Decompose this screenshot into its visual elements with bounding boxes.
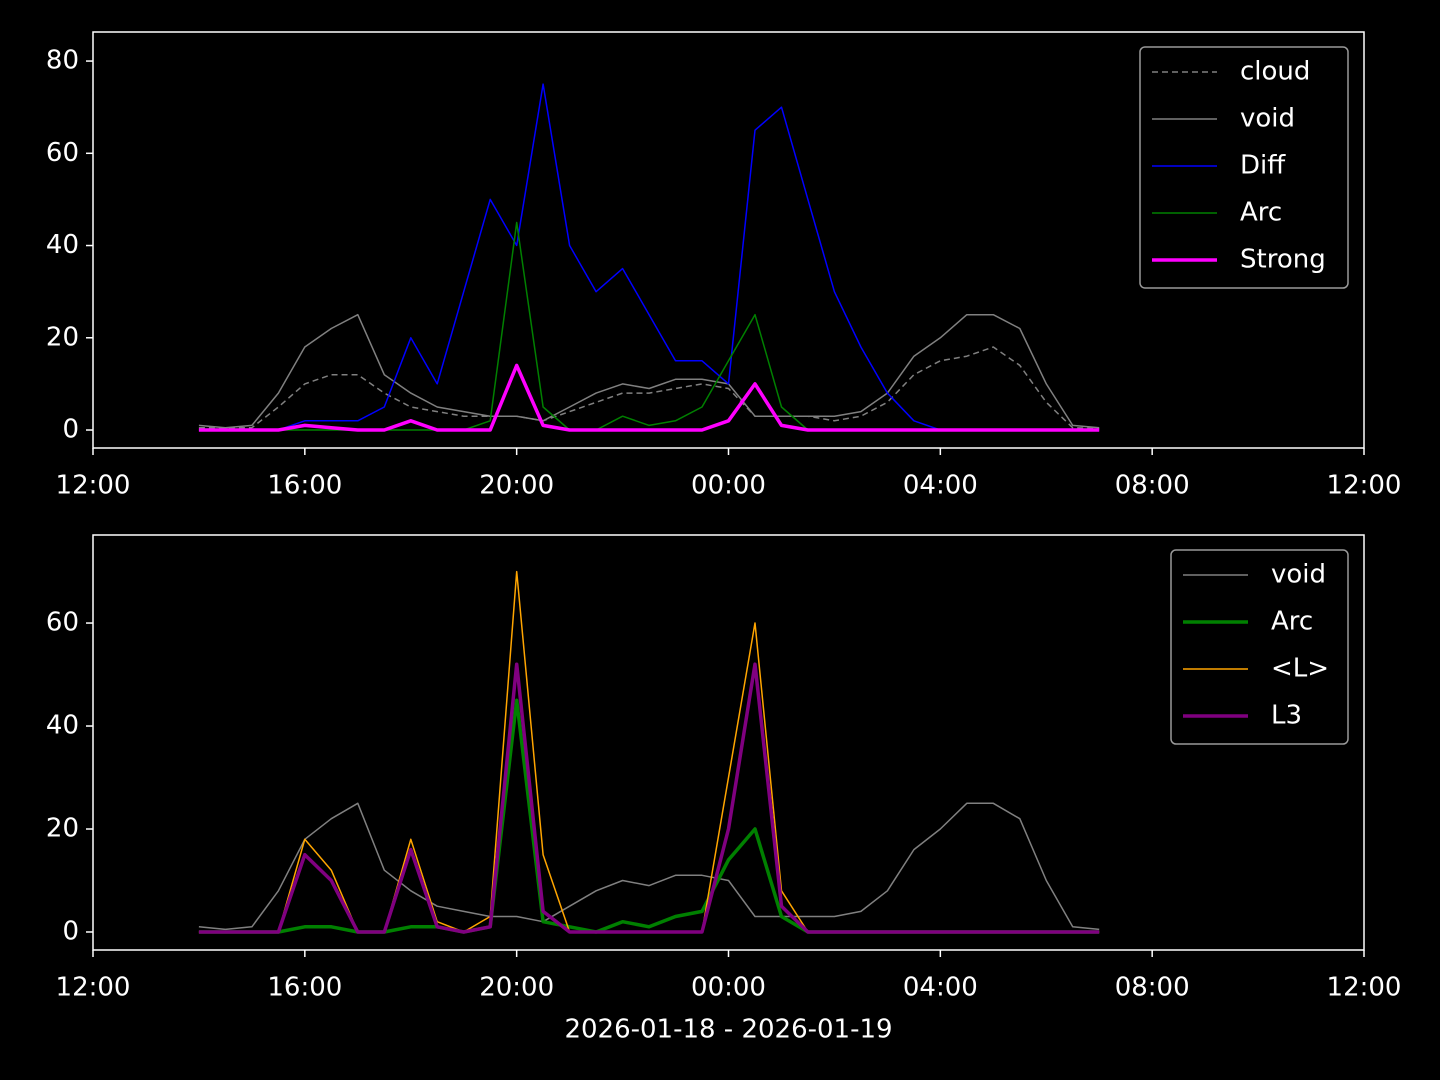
x-tick-label: 20:00 bbox=[479, 973, 554, 1003]
legend-label: <L> bbox=[1271, 654, 1329, 684]
legend-label: cloud bbox=[1240, 57, 1310, 87]
lines bbox=[198, 570, 1100, 934]
x-tick-label: 08:00 bbox=[1115, 973, 1190, 1003]
x-tick-label: 20:00 bbox=[479, 471, 554, 501]
axes-frame bbox=[92, 31, 1365, 449]
legend: cloud void Diff Arc Strong bbox=[1139, 46, 1349, 289]
y-tick-label: 0 bbox=[62, 916, 79, 946]
x-tick-label: 12:00 bbox=[56, 471, 131, 501]
x-tick-label: 12:00 bbox=[1327, 973, 1402, 1003]
series-line bbox=[198, 802, 1100, 931]
x-axis-label: 2026-01-18 - 2026-01-19 bbox=[564, 1015, 892, 1045]
series-line bbox=[198, 346, 1100, 430]
x-tick-label: 04:00 bbox=[903, 973, 978, 1003]
legend-label: void bbox=[1240, 104, 1295, 134]
legend: void Arc <L> L3 bbox=[1170, 549, 1349, 745]
series-line bbox=[198, 313, 1100, 429]
legend-frame bbox=[1139, 46, 1349, 289]
legend-label: Arc bbox=[1271, 607, 1313, 637]
legend-label: void bbox=[1271, 560, 1326, 590]
lines bbox=[198, 83, 1100, 432]
axes-frame bbox=[92, 534, 1365, 951]
x-tick-label: 16:00 bbox=[267, 471, 342, 501]
legend-label: L3 bbox=[1271, 701, 1302, 731]
legend-label: Arc bbox=[1240, 198, 1282, 228]
y-tick-label: 80 bbox=[46, 46, 79, 76]
y-tick-label: 20 bbox=[46, 814, 79, 844]
series-line bbox=[198, 570, 1100, 933]
x-tick-label: 16:00 bbox=[267, 973, 342, 1003]
legend-label: Strong bbox=[1240, 245, 1326, 275]
y-tick-label: 60 bbox=[46, 608, 79, 638]
y-tick-label: 40 bbox=[46, 711, 79, 741]
y-tick-label: 0 bbox=[62, 415, 79, 445]
series-line bbox=[198, 363, 1100, 432]
x-tick-label: 08:00 bbox=[1115, 471, 1190, 501]
series-line bbox=[198, 662, 1100, 934]
y-tick-label: 40 bbox=[46, 230, 79, 260]
x-tick-label: 04:00 bbox=[903, 471, 978, 501]
x-tick-label: 12:00 bbox=[56, 973, 131, 1003]
x-tick-label: 12:00 bbox=[1327, 471, 1402, 501]
x-tick-label: 00:00 bbox=[691, 973, 766, 1003]
series-line bbox=[198, 698, 1100, 934]
axes: 0 20 40 60 12:00 16:00 20:00 00:00 04:00 08:00 12:… bbox=[46, 534, 1402, 1045]
y-tick-label: 20 bbox=[46, 322, 79, 352]
series-line bbox=[198, 83, 1100, 431]
legend-label: Diff bbox=[1240, 151, 1286, 181]
axes: 0 20 40 60 80 12:00 16:00 20:00 00:00 04:00 08:00 1… bbox=[46, 31, 1402, 501]
x-tick-label: 00:00 bbox=[691, 471, 766, 501]
y-tick-label: 60 bbox=[46, 138, 79, 168]
legend-frame bbox=[1170, 549, 1349, 745]
series-line bbox=[198, 221, 1100, 431]
